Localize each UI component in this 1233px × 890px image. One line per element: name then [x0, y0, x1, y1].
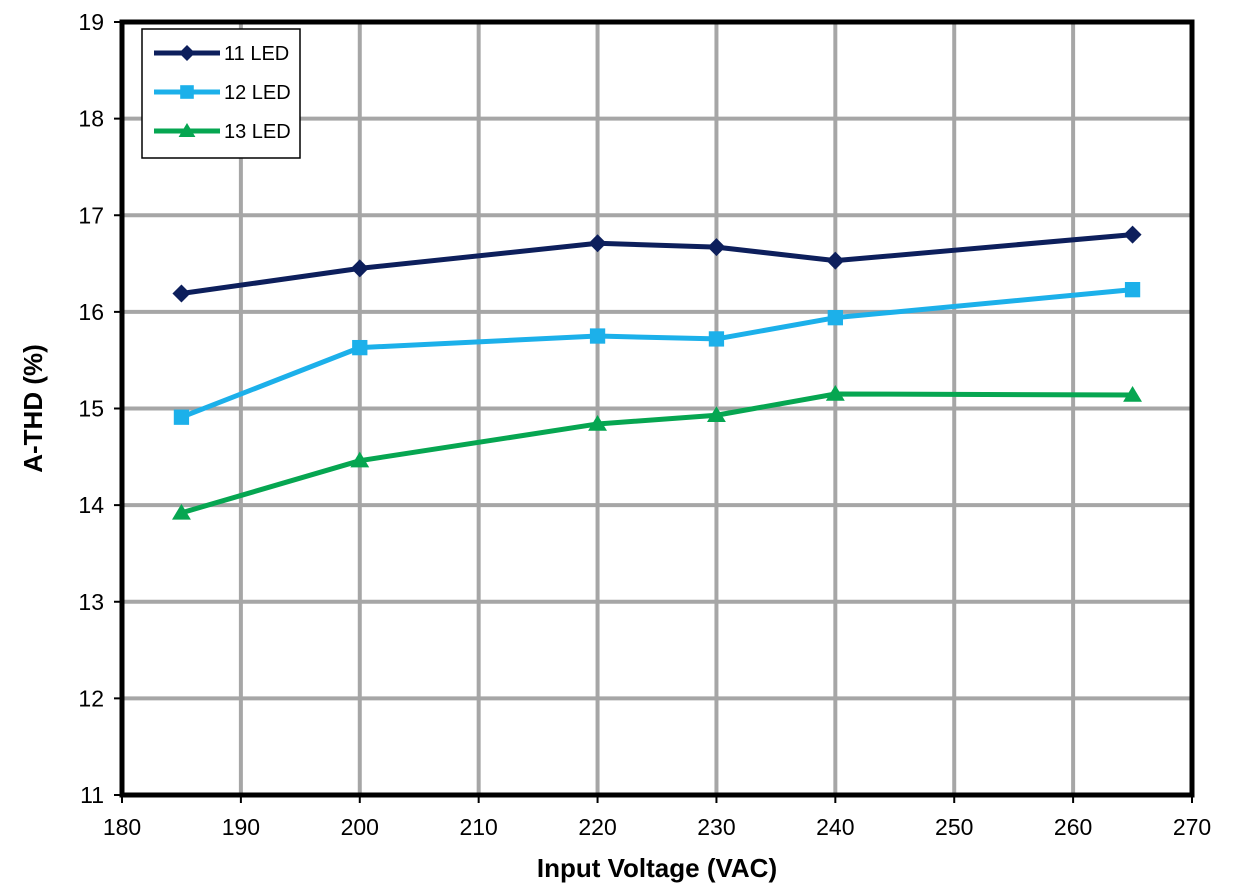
y-tick-label: 19: [78, 9, 104, 35]
data-point: [707, 238, 726, 257]
data-point: [1123, 385, 1143, 402]
legend-item: 11 LED: [154, 43, 289, 65]
y-tick-label: 18: [78, 106, 104, 132]
data-point: [350, 451, 370, 468]
data-point: [825, 385, 845, 401]
legend-label: 11 LED: [224, 43, 289, 65]
x-axis-title: Input Voltage (VAC): [537, 853, 777, 883]
x-tick-label: 240: [816, 814, 854, 840]
x-tick-label: 220: [578, 814, 616, 840]
data-point: [173, 409, 190, 425]
x-tick-label: 210: [459, 814, 497, 840]
x-tick-label: 260: [1054, 814, 1092, 840]
series-2: [173, 282, 1141, 425]
data-point: [352, 339, 368, 356]
y-tick-label: 12: [78, 685, 104, 711]
y-tick-label: 14: [78, 492, 104, 518]
legend-marker: [180, 85, 194, 99]
x-tick-label: 270: [1173, 814, 1211, 840]
legend: 11 LED 12 LED 13 LED: [141, 28, 301, 159]
data-point: [588, 234, 607, 253]
x-tick-label: 250: [935, 814, 973, 840]
y-tick-label: 17: [78, 202, 104, 228]
y-tick-label: 15: [78, 396, 104, 422]
legend-item: 13 LED: [154, 121, 291, 143]
y-tick-label: 16: [78, 299, 104, 325]
x-tick-label: 230: [697, 814, 735, 840]
x-tick-label: 180: [103, 814, 141, 840]
legend-marker: [179, 45, 195, 61]
legend-label: 13 LED: [224, 121, 291, 143]
x-tick-label: 200: [341, 814, 379, 840]
data-point: [589, 328, 606, 344]
data-point: [588, 414, 608, 431]
legend-item: 12 LED: [154, 82, 291, 104]
y-tick-label: 13: [78, 589, 104, 615]
data-point: [706, 406, 726, 423]
legend-marker: [178, 123, 196, 137]
data-point: [171, 503, 191, 520]
series-line: [180, 287, 1133, 420]
data-point: [350, 259, 369, 278]
axis-ticks: 180 190 200 210 220 230 240 250 260 270 11 12 13 14 15…: [78, 9, 1211, 840]
data-point: [708, 331, 725, 347]
legend-label: 12 LED: [224, 82, 291, 104]
data-point: [1123, 225, 1142, 244]
data-point: [1124, 282, 1141, 298]
y-tick-label: 11: [80, 782, 104, 808]
series-line: [180, 391, 1133, 516]
data-point: [172, 284, 191, 303]
y-axis-title: A-THD (%): [18, 344, 48, 473]
series-layer: [171, 225, 1143, 520]
series-3: [171, 385, 1143, 520]
data-point: [826, 251, 845, 270]
x-tick-label: 190: [222, 814, 260, 840]
series-line: [181, 232, 1133, 296]
data-point: [827, 310, 843, 326]
series-1: [172, 225, 1142, 303]
